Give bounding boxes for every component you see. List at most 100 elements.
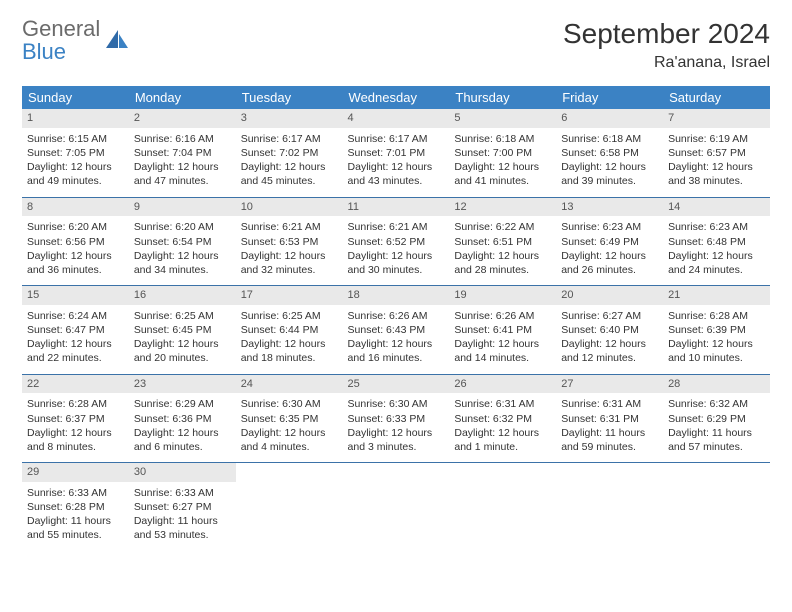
sunrise-text: Sunrise: 6:22 AM (454, 220, 551, 234)
sunrise-text: Sunrise: 6:33 AM (134, 486, 231, 500)
sunset-text: Sunset: 6:48 PM (668, 235, 765, 249)
calendar-day: 21Sunrise: 6:28 AMSunset: 6:39 PMDayligh… (663, 286, 770, 374)
day-number: 11 (343, 198, 450, 217)
sunrise-text: Sunrise: 6:26 AM (454, 309, 551, 323)
daylight-text: Daylight: 12 hours and 20 minutes. (134, 337, 231, 365)
day-number: 20 (556, 286, 663, 305)
daylight-text: Daylight: 12 hours and 39 minutes. (561, 160, 658, 188)
sunrise-text: Sunrise: 6:20 AM (27, 220, 124, 234)
sunrise-text: Sunrise: 6:17 AM (348, 132, 445, 146)
sunrise-text: Sunrise: 6:31 AM (454, 397, 551, 411)
sunset-text: Sunset: 6:37 PM (27, 412, 124, 426)
calendar-day: 19Sunrise: 6:26 AMSunset: 6:41 PMDayligh… (449, 286, 556, 374)
day-number: 24 (236, 375, 343, 394)
daylight-text: Daylight: 12 hours and 38 minutes. (668, 160, 765, 188)
sunset-text: Sunset: 6:57 PM (668, 146, 765, 160)
daylight-text: Daylight: 12 hours and 14 minutes. (454, 337, 551, 365)
sunrise-text: Sunrise: 6:21 AM (348, 220, 445, 234)
daylight-text: Daylight: 11 hours and 57 minutes. (668, 426, 765, 454)
calendar-body: 1Sunrise: 6:15 AMSunset: 7:05 PMDaylight… (22, 109, 770, 551)
brand-sail-icon (104, 28, 130, 52)
sunrise-text: Sunrise: 6:27 AM (561, 309, 658, 323)
calendar-day: 11Sunrise: 6:21 AMSunset: 6:52 PMDayligh… (343, 198, 450, 286)
daylight-text: Daylight: 12 hours and 28 minutes. (454, 249, 551, 277)
calendar-day: 14Sunrise: 6:23 AMSunset: 6:48 PMDayligh… (663, 198, 770, 286)
daylight-text: Daylight: 12 hours and 18 minutes. (241, 337, 338, 365)
sunrise-text: Sunrise: 6:16 AM (134, 132, 231, 146)
day-number: 29 (22, 463, 129, 482)
day-number: 2 (129, 109, 236, 128)
day-number: 8 (22, 198, 129, 217)
sunset-text: Sunset: 6:33 PM (348, 412, 445, 426)
daylight-text: Daylight: 12 hours and 1 minute. (454, 426, 551, 454)
calendar-day: 8Sunrise: 6:20 AMSunset: 6:56 PMDaylight… (22, 198, 129, 286)
sunset-text: Sunset: 6:28 PM (27, 500, 124, 514)
calendar-day: 12Sunrise: 6:22 AMSunset: 6:51 PMDayligh… (449, 198, 556, 286)
calendar-day: 6Sunrise: 6:18 AMSunset: 6:58 PMDaylight… (556, 109, 663, 197)
calendar-day: 30Sunrise: 6:33 AMSunset: 6:27 PMDayligh… (129, 463, 236, 551)
daylight-text: Daylight: 11 hours and 53 minutes. (134, 514, 231, 542)
calendar-day (663, 463, 770, 551)
sunset-text: Sunset: 6:29 PM (668, 412, 765, 426)
sunrise-text: Sunrise: 6:24 AM (27, 309, 124, 323)
daylight-text: Daylight: 12 hours and 12 minutes. (561, 337, 658, 365)
daylight-text: Daylight: 12 hours and 34 minutes. (134, 249, 231, 277)
calendar-day: 16Sunrise: 6:25 AMSunset: 6:45 PMDayligh… (129, 286, 236, 374)
day-number: 5 (449, 109, 556, 128)
sunrise-text: Sunrise: 6:23 AM (668, 220, 765, 234)
calendar-week: 15 Sunrise: 6:24 AMSunset: 6:47 PM Dayligh… (22, 286, 770, 374)
sunset-text: Sunset: 6:40 PM (561, 323, 658, 337)
sunrise-text: Sunrise: 6:15 AM (27, 132, 124, 146)
calendar-week: 22 Sunrise: 6:28 AMSunset: 6:37 PM Dayligh… (22, 375, 770, 463)
sunrise-text: Sunrise: 6:32 AM (668, 397, 765, 411)
sunset-text: Sunset: 6:47 PM (27, 323, 124, 337)
dow-monday: Monday (129, 86, 236, 109)
sunset-text: Sunset: 7:00 PM (454, 146, 551, 160)
calendar-day: 15Sunrise: 6:24 AMSunset: 6:47 PMDayligh… (22, 286, 129, 374)
sunrise-text: Sunrise: 6:26 AM (348, 309, 445, 323)
day-number: 10 (236, 198, 343, 217)
sunset-text: Sunset: 6:32 PM (454, 412, 551, 426)
day-number: 9 (129, 198, 236, 217)
day-number: 14 (663, 198, 770, 217)
daylight-text: Daylight: 12 hours and 41 minutes. (454, 160, 551, 188)
dow-friday: Friday (556, 86, 663, 109)
calendar-day: 28Sunrise: 6:32 AMSunset: 6:29 PMDayligh… (663, 375, 770, 463)
sunset-text: Sunset: 6:36 PM (134, 412, 231, 426)
daylight-text: Daylight: 12 hours and 36 minutes. (27, 249, 124, 277)
calendar-day: 4Sunrise: 6:17 AMSunset: 7:01 PMDaylight… (343, 109, 450, 197)
sunrise-text: Sunrise: 6:31 AM (561, 397, 658, 411)
days-of-week-row: Sunday Monday Tuesday Wednesday Thursday… (22, 86, 770, 109)
calendar-day (556, 463, 663, 551)
day-number: 18 (343, 286, 450, 305)
day-number: 15 (22, 286, 129, 305)
calendar-day: 17Sunrise: 6:25 AMSunset: 6:44 PMDayligh… (236, 286, 343, 374)
sunrise-text: Sunrise: 6:19 AM (668, 132, 765, 146)
daylight-text: Daylight: 12 hours and 30 minutes. (348, 249, 445, 277)
day-number: 16 (129, 286, 236, 305)
calendar-day: 13Sunrise: 6:23 AMSunset: 6:49 PMDayligh… (556, 198, 663, 286)
sunset-text: Sunset: 6:58 PM (561, 146, 658, 160)
calendar-day: 3Sunrise: 6:17 AMSunset: 7:02 PMDaylight… (236, 109, 343, 197)
brand-logo: General Blue (22, 18, 130, 64)
header: General Blue September 2024 Ra'anana, Is… (22, 18, 770, 72)
calendar-day: 9Sunrise: 6:20 AMSunset: 6:54 PMDaylight… (129, 198, 236, 286)
sunset-text: Sunset: 7:04 PM (134, 146, 231, 160)
sunset-text: Sunset: 6:44 PM (241, 323, 338, 337)
calendar-day (343, 463, 450, 551)
dow-sunday: Sunday (22, 86, 129, 109)
dow-thursday: Thursday (449, 86, 556, 109)
day-number: 22 (22, 375, 129, 394)
day-number: 1 (22, 109, 129, 128)
day-number: 25 (343, 375, 450, 394)
sunrise-text: Sunrise: 6:17 AM (241, 132, 338, 146)
brand-part2: Blue (22, 39, 66, 64)
sunrise-text: Sunrise: 6:29 AM (134, 397, 231, 411)
sunset-text: Sunset: 6:31 PM (561, 412, 658, 426)
daylight-text: Daylight: 12 hours and 49 minutes. (27, 160, 124, 188)
calendar-day: 7Sunrise: 6:19 AMSunset: 6:57 PMDaylight… (663, 109, 770, 197)
day-number: 30 (129, 463, 236, 482)
calendar-week: 29 Sunrise: 6:33 AM Sunset: 6:28 PM Dayligh… (22, 463, 770, 551)
daylight-text: Daylight: 12 hours and 32 minutes. (241, 249, 338, 277)
sunrise-text: Sunrise: 6:28 AM (27, 397, 124, 411)
